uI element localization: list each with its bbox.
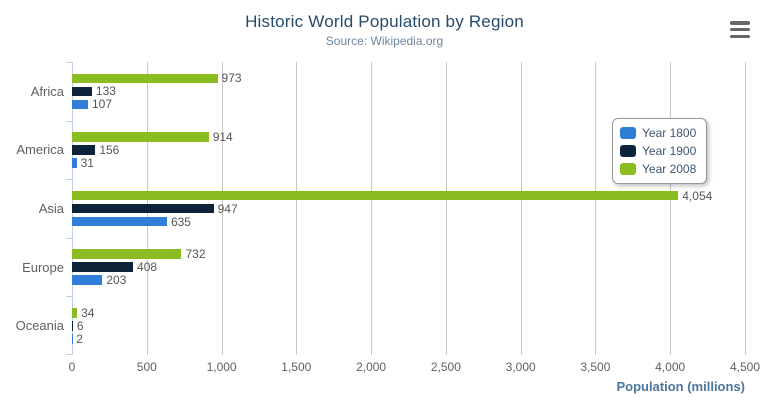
bar-row: 947 — [72, 201, 745, 216]
category-label: America — [16, 142, 64, 158]
bar-value-label: 408 — [137, 260, 158, 275]
x-axis-title: Population (millions) — [616, 379, 745, 394]
x-tick-label: 0 — [68, 360, 76, 374]
y-axis-tick — [66, 121, 72, 122]
legend-item[interactable]: Year 1800 — [620, 124, 696, 142]
x-tick-label: 4,000 — [655, 360, 686, 374]
bar-row: 408 — [72, 260, 745, 275]
bar-year-1900[interactable] — [72, 262, 134, 272]
bar-value-label: 973 — [221, 71, 242, 86]
y-axis-tick — [66, 179, 72, 180]
export-menu-button[interactable] — [730, 21, 750, 38]
legend-item-label: Year 1900 — [642, 144, 697, 158]
chart-subtitle: Source: Wikipedia.org — [325, 34, 444, 48]
bar-year-1800[interactable] — [72, 99, 88, 109]
gridline — [296, 62, 298, 355]
gridline — [445, 62, 447, 355]
x-tick-label: 1,000 — [206, 360, 237, 374]
bar-row: 914 — [72, 129, 745, 144]
bar-value-label: 31 — [80, 155, 94, 170]
bar-year-1800[interactable] — [72, 158, 77, 168]
x-tick-label: 2,000 — [356, 360, 387, 374]
legend-item-label: Year 2008 — [642, 162, 697, 176]
bar-row: 156 — [72, 142, 745, 157]
bar-value-label: 914 — [212, 129, 233, 144]
gridline — [595, 62, 597, 355]
legend-item[interactable]: Year 1900 — [620, 142, 696, 160]
bar-year-1900[interactable] — [72, 145, 96, 155]
bar-value-label: 947 — [217, 201, 238, 216]
legend-swatch — [620, 127, 636, 139]
bar-row: 732 — [72, 247, 745, 262]
bar-value-label: 107 — [92, 97, 113, 112]
bar-row: 31 — [72, 155, 745, 170]
y-axis-labels: Africa America Asia Europe Oceania — [0, 62, 64, 355]
x-tick-label: 3,000 — [505, 360, 536, 374]
bar-year-1900[interactable] — [72, 203, 214, 214]
bar-year-2008[interactable] — [72, 73, 218, 84]
x-tick-label: 3,500 — [580, 360, 611, 374]
category-label: Europe — [22, 259, 64, 275]
category-label: Oceania — [15, 318, 64, 334]
bar-row: 34 — [72, 305, 745, 320]
gridline — [745, 62, 746, 355]
gridline — [221, 62, 223, 355]
x-tick-label: 2,500 — [430, 360, 461, 374]
y-axis-tick — [66, 296, 72, 297]
gridline — [371, 62, 373, 355]
bar-row: 133 — [72, 84, 745, 99]
bar-year-1800[interactable] — [72, 275, 103, 285]
bar-value-label: 6 — [76, 318, 84, 333]
x-tick-label: 500 — [136, 360, 157, 374]
bar-year-2008[interactable] — [72, 249, 182, 259]
bar-year-1800[interactable] — [72, 216, 167, 227]
x-tick-label: 4,500 — [729, 360, 761, 374]
category-label: Africa — [30, 83, 64, 99]
bar-value-label: 203 — [106, 273, 127, 288]
bar-year-2008[interactable] — [72, 190, 679, 201]
legend-swatch — [620, 163, 636, 175]
bar-row: 2 — [72, 331, 745, 346]
bar-value-label: 635 — [170, 214, 191, 229]
legend-item-label: Year 1800 — [642, 126, 697, 140]
category-label: Asia — [38, 201, 64, 216]
bar-value-label: 732 — [185, 247, 206, 262]
legend-item[interactable]: Year 2008 — [620, 160, 696, 178]
bar-value-label: 34 — [81, 305, 95, 320]
bar-value-label: 2 — [76, 331, 83, 346]
bar-row: 203 — [72, 273, 745, 288]
y-axis-tick — [66, 238, 72, 239]
x-tick-label: 1,500 — [281, 360, 312, 374]
bar-year-1900[interactable] — [72, 321, 73, 331]
x-axis-labels: 0 500 1,000 1,500 2,000 2,500 3,000 3,500 4,000 4… — [68, 360, 760, 376]
bar-year-2008[interactable] — [72, 132, 209, 142]
bar-row: 4,054 — [72, 188, 745, 203]
bar-value-label: 156 — [99, 142, 120, 157]
bar-row: 635 — [72, 214, 745, 229]
bar-value-label: 133 — [95, 84, 116, 99]
hamburger-icon — [730, 21, 750, 38]
bar-row: 107 — [72, 97, 745, 112]
bar-value-label: 4,054 — [682, 188, 713, 203]
legend: Year 1800 Year 1900 Year 2008 — [612, 118, 708, 184]
y-axis-tick — [66, 62, 72, 63]
bar-year-2008[interactable] — [72, 308, 78, 318]
gridline — [520, 62, 522, 355]
bar-row: 973 — [72, 71, 745, 86]
bar-row: 6 — [72, 318, 745, 333]
y-axis-tick — [66, 354, 72, 355]
gridline — [670, 62, 672, 355]
chart-title: Historic World Population by Region — [245, 12, 524, 31]
bar-year-1900[interactable] — [72, 86, 92, 97]
plot-area: 973 133 107 914 156 31 4,054 947 635 732 408 203 34 6… — [66, 62, 746, 355]
legend-swatch — [620, 145, 636, 157]
